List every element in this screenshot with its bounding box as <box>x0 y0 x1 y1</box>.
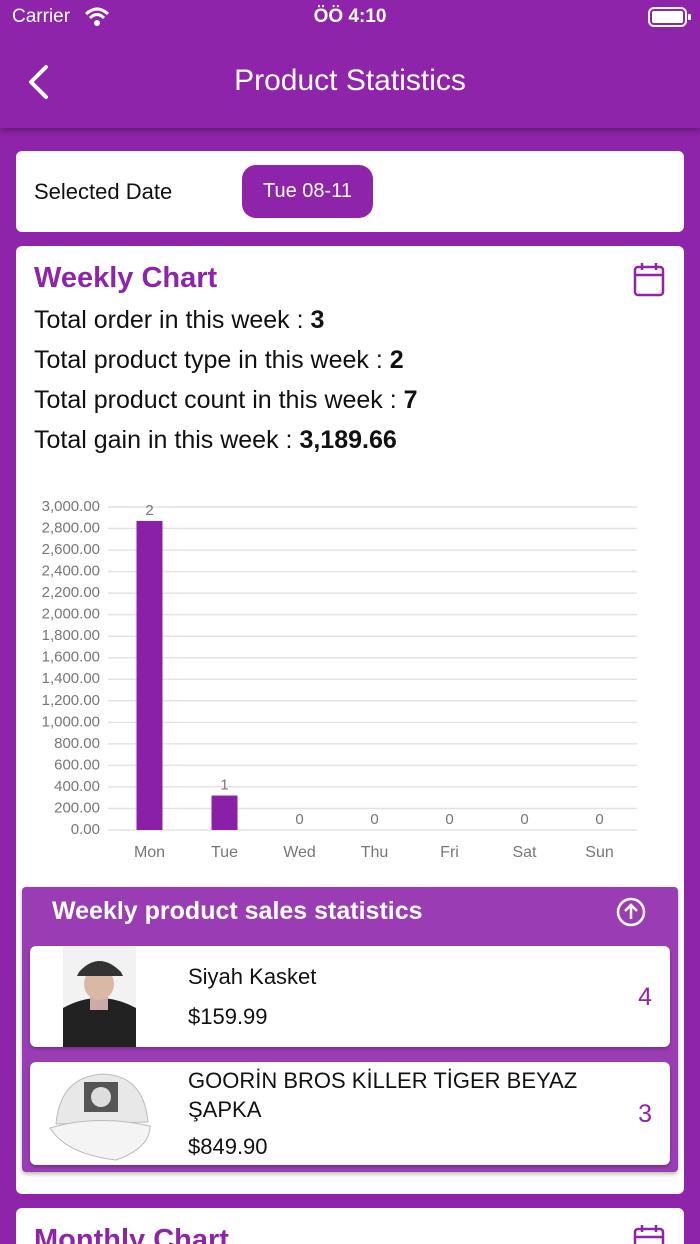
bar-label: 0 <box>370 811 378 828</box>
bar-label: 0 <box>595 811 603 828</box>
stat-line: Total gain in this week : 3,189.66 <box>34 426 397 455</box>
date-label: Selected Date <box>34 179 173 204</box>
clock: ÖÖ 4:10 <box>313 6 387 27</box>
stat-value: 3,189.66 <box>299 426 397 454</box>
stat-value: 3 <box>310 306 325 334</box>
x-tick-label: Thu <box>361 844 389 861</box>
monthly-title: Monthly Chart <box>34 1224 229 1244</box>
x-tick-label: Sun <box>585 844 613 861</box>
stat-line: Total product type in this week : 2 <box>34 346 404 375</box>
stat-label: Total product count in this week : <box>34 386 397 414</box>
y-tick-label: 400.00 <box>54 778 100 795</box>
y-tick-label: 1,800.00 <box>42 627 100 644</box>
bar-label: 2 <box>145 502 153 519</box>
stat-line: Total order in this week : 3 <box>34 306 324 335</box>
stat-value: 2 <box>389 346 404 374</box>
x-tick-label: Mon <box>134 844 165 861</box>
stat-value: 7 <box>403 386 418 414</box>
stat-label: Total order in this week : <box>34 306 304 334</box>
product-name: GOORİN BROS KİLLER TİGER BEYAZ ŞAPKA <box>188 1068 578 1122</box>
product-image <box>49 1073 151 1161</box>
stat-line: Total product count in this week : 7 <box>34 386 418 415</box>
product-price: $159.99 <box>188 1004 268 1029</box>
y-tick-label: 1,000.00 <box>42 713 100 730</box>
battery-icon <box>648 7 691 27</box>
collapse-icon[interactable] <box>615 896 647 928</box>
stat-label: Total gain in this week : <box>34 426 293 454</box>
sales-title: Weekly product sales statistics <box>52 897 423 925</box>
y-tick-label: 2,200.00 <box>42 584 100 601</box>
weekly-title: Weekly Chart <box>34 262 218 294</box>
weekly-bar-chart: 0.00 200.00 400.00 600.00 800.00 1,000.00 1,20… <box>42 498 637 861</box>
stat-label: Total product type in this week : <box>34 346 383 374</box>
product-image <box>63 946 136 1047</box>
calendar-icon[interactable] <box>632 262 666 298</box>
x-tick-label: Wed <box>283 844 316 861</box>
bar-label: 0 <box>295 811 303 828</box>
y-tick-label: 200.00 <box>54 799 100 816</box>
y-tick-label: 2,000.00 <box>42 606 100 623</box>
product-name: Siyah Kasket <box>188 964 317 989</box>
bar-label: 1 <box>220 777 228 794</box>
y-tick-label: 600.00 <box>54 756 100 773</box>
date-button[interactable]: Tue 08-11 <box>242 165 373 218</box>
bar <box>211 795 238 830</box>
carrier: Carrier <box>12 6 71 27</box>
product-card[interactable]: GOORİN BROS KİLLER TİGER BEYAZ ŞAPKA $84… <box>30 1062 670 1165</box>
y-tick-label: 3,000.00 <box>42 498 100 515</box>
x-tick-label: Fri <box>440 844 459 861</box>
product-count: 4 <box>638 983 652 1011</box>
calendar-icon[interactable] <box>632 1224 666 1244</box>
x-tick-label: Sat <box>512 844 537 861</box>
back-button[interactable] <box>24 64 54 100</box>
wifi-icon <box>84 7 110 26</box>
page-title: Product Statistics <box>234 64 466 97</box>
y-tick-label: 2,400.00 <box>42 563 100 580</box>
bar-label: 0 <box>445 811 453 828</box>
y-tick-label: 1,200.00 <box>42 692 100 709</box>
y-tick-label: 1,400.00 <box>42 670 100 687</box>
y-tick-label: 0.00 <box>71 821 100 838</box>
monthly-card: Monthly Chart <box>16 1208 684 1244</box>
y-tick-label: 2,600.00 <box>42 541 100 558</box>
bar-label: 0 <box>520 811 528 828</box>
date-card: Selected Date Tue 08-11 <box>16 151 684 232</box>
x-tick-label: Tue <box>211 844 238 861</box>
bar <box>136 520 163 830</box>
product-price: $849.90 <box>188 1134 268 1159</box>
y-tick-label: 1,600.00 <box>42 649 100 666</box>
product-card[interactable]: Siyah Kasket $159.99 4 <box>30 946 670 1047</box>
y-tick-label: 2,800.00 <box>42 520 100 537</box>
y-tick-label: 800.00 <box>54 735 100 752</box>
product-count: 3 <box>638 1100 652 1128</box>
